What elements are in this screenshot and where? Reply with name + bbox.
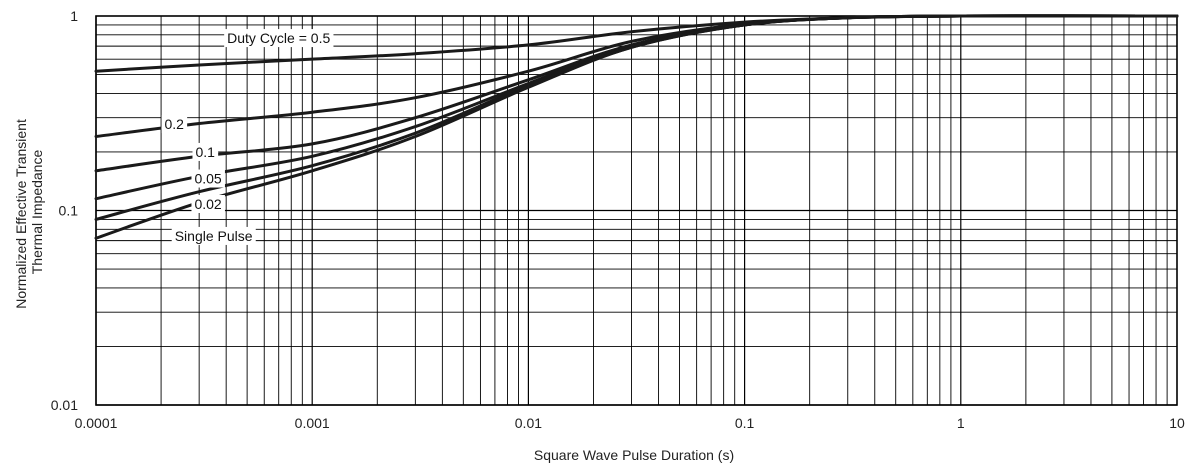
plot-frame xyxy=(95,15,1178,406)
series-label-bg xyxy=(161,115,188,134)
series-label-bg xyxy=(171,226,256,245)
series-line-5 xyxy=(94,14,1179,240)
y-axis-title: Normalized Effective Transient Thermal I… xyxy=(13,115,45,309)
y-tick-label: 0.01 xyxy=(51,397,78,413)
series-label-2: 0.1 xyxy=(192,142,219,161)
series-label-bg xyxy=(191,194,225,213)
x-axis-title: Square Wave Pulse Duration (s) xyxy=(534,447,734,463)
x-tick-label: 1 xyxy=(957,415,965,431)
series-label-text: Duty Cycle = 0.5 xyxy=(227,30,330,46)
x-tick-label: 0.001 xyxy=(295,415,330,431)
series-layer xyxy=(94,14,1179,240)
tick-layer: 0.0001 0.001 0.01 0.1 1 10 0.01 0.1 1 xyxy=(51,8,1185,431)
series-label-5: Single Pulse xyxy=(171,226,256,245)
series-label-text: 0.02 xyxy=(194,196,221,212)
y-tick-label: 1 xyxy=(70,8,78,24)
x-tick-label: 0.0001 xyxy=(75,415,118,431)
series-label-text: 0.2 xyxy=(164,116,184,132)
x-tick-label: 10 xyxy=(1169,415,1185,431)
y-axis-title-line-2: Thermal Impedance xyxy=(29,150,45,275)
series-label-bg xyxy=(224,29,334,48)
series-label-text: 0.05 xyxy=(194,171,221,187)
series-label-1: 0.2 xyxy=(161,115,188,134)
series-label-0: Duty Cycle = 0.5 xyxy=(224,29,334,48)
y-tick-label: 0.1 xyxy=(59,203,79,219)
grid-layer xyxy=(95,15,1178,406)
series-label-bg xyxy=(192,142,219,161)
series-label-bg xyxy=(191,169,225,188)
label-layer: Duty Cycle = 0.5 0.2 0.1 0.05 0.02 Single Pul… xyxy=(161,29,334,245)
series-label-text: Single Pulse xyxy=(175,228,253,244)
series-label-3: 0.05 xyxy=(191,169,225,188)
series-label-4: 0.02 xyxy=(191,194,225,213)
x-tick-label: 0.01 xyxy=(515,415,542,431)
y-axis-title-line-1: Normalized Effective Transient xyxy=(13,119,29,309)
x-tick-label: 0.1 xyxy=(735,415,755,431)
series-label-text: 0.1 xyxy=(195,144,215,160)
